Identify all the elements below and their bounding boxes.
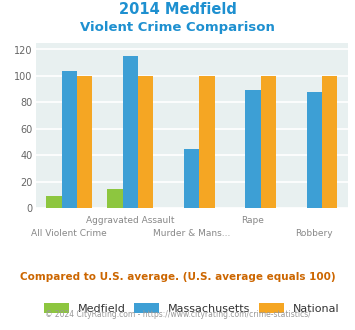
Bar bbox=[307, 92, 322, 208]
Text: Murder & Mans...: Murder & Mans... bbox=[153, 229, 230, 238]
Text: 2014 Medfield: 2014 Medfield bbox=[119, 2, 236, 16]
Text: All Violent Crime: All Violent Crime bbox=[31, 229, 107, 238]
Text: Robbery: Robbery bbox=[295, 229, 333, 238]
Bar bbox=[200, 76, 215, 208]
Bar bbox=[46, 196, 61, 208]
Bar bbox=[261, 76, 276, 208]
Bar bbox=[61, 71, 77, 208]
Text: Compared to U.S. average. (U.S. average equals 100): Compared to U.S. average. (U.S. average … bbox=[20, 272, 335, 282]
Text: © 2024 CityRating.com - https://www.cityrating.com/crime-statistics/: © 2024 CityRating.com - https://www.city… bbox=[45, 310, 310, 319]
Bar bbox=[138, 76, 153, 208]
Bar bbox=[108, 189, 123, 208]
Text: Violent Crime Comparison: Violent Crime Comparison bbox=[80, 21, 275, 34]
Bar bbox=[184, 148, 200, 208]
Bar bbox=[77, 76, 92, 208]
Bar bbox=[123, 56, 138, 208]
Text: Rape: Rape bbox=[241, 216, 264, 225]
Bar bbox=[245, 90, 261, 208]
Legend: Medfield, Massachusetts, National: Medfield, Massachusetts, National bbox=[41, 299, 342, 317]
Text: Aggravated Assault: Aggravated Assault bbox=[86, 216, 175, 225]
Bar bbox=[322, 76, 337, 208]
